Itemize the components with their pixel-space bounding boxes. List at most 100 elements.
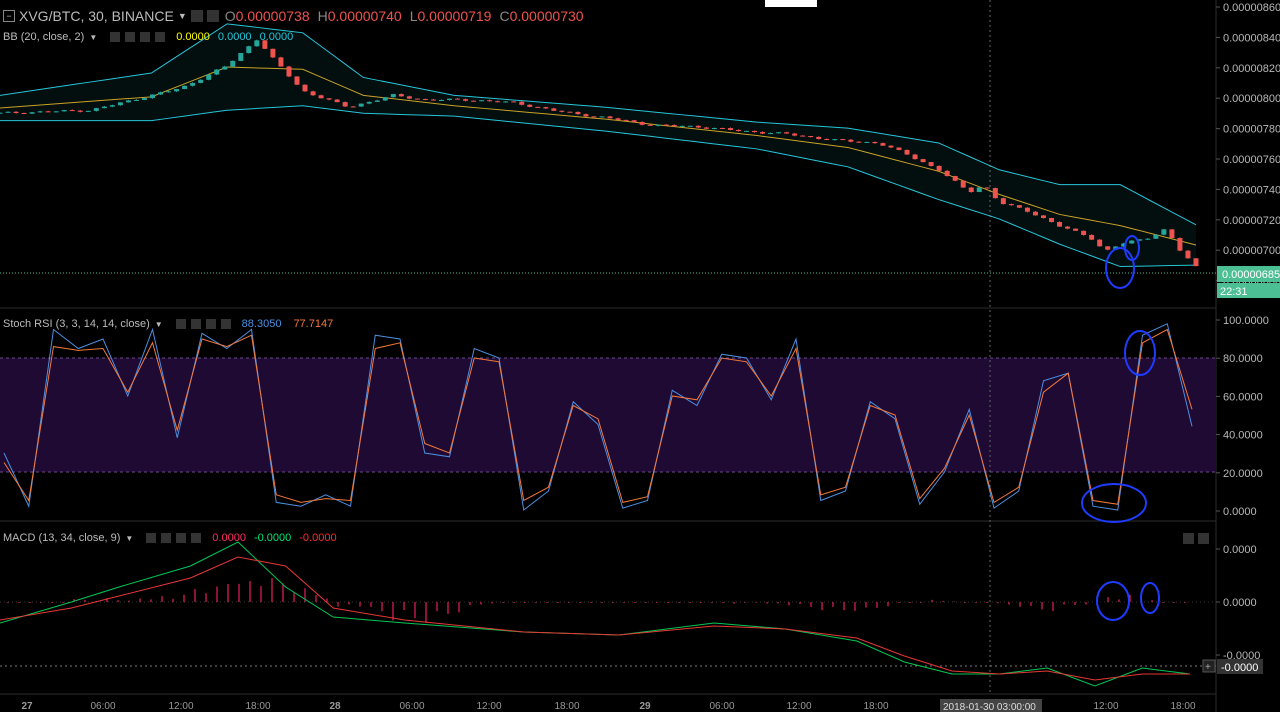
annotation-circle (1124, 330, 1156, 376)
add-icon[interactable] (140, 32, 151, 42)
candle-body (880, 143, 886, 146)
chevron-down-icon[interactable]: ▼ (154, 319, 163, 329)
stoch-tick-label: 60.0000 (1223, 391, 1263, 403)
settings-icon[interactable] (190, 10, 203, 22)
candle-body (912, 154, 918, 160)
candle-body (190, 82, 196, 86)
indicator-value: 88.3050 (241, 318, 282, 330)
candle-body (936, 165, 942, 171)
settings-icon[interactable] (146, 533, 157, 543)
macd-tick-label: 0.0000 (1223, 544, 1257, 556)
candle-body (928, 162, 934, 166)
top-toolbar-stub[interactable] (765, 0, 817, 7)
indicator-value: -0.0000 (253, 532, 292, 544)
close-icon[interactable] (191, 533, 202, 543)
plus-icon: + (1205, 662, 1211, 673)
candle-body (13, 111, 19, 114)
hide-icon[interactable] (190, 319, 201, 329)
candle-body (695, 125, 701, 128)
macd-label[interactable]: MACD (13, 34, close, 9) (3, 532, 121, 544)
settings-icon[interactable] (175, 319, 186, 329)
hide-icon[interactable] (161, 533, 172, 543)
candle-body (1129, 240, 1135, 244)
chevron-down-icon[interactable]: ▼ (125, 533, 134, 543)
time-tick-label: 06:00 (709, 701, 734, 712)
candle-body (719, 127, 725, 129)
stoch-legend: Stoch RSI (3, 3, 14, 14, close) ▼ 88.305… (3, 318, 333, 330)
candle-body (1193, 258, 1199, 267)
time-tick-label: 18:00 (554, 701, 579, 712)
candle-body (639, 121, 645, 125)
time-tick-label: 12:00 (476, 701, 501, 712)
candle-body (29, 112, 35, 114)
candle-body (711, 127, 717, 129)
candle-body (455, 98, 461, 100)
candle-body (735, 130, 741, 132)
candle-body (607, 116, 613, 119)
candle-body (374, 100, 380, 102)
close-icon[interactable] (155, 32, 166, 42)
hide-icon[interactable] (125, 32, 136, 42)
candle-body (294, 76, 300, 85)
candle-body (631, 120, 637, 122)
candle-body (808, 136, 814, 138)
macd-plus-button[interactable] (1202, 659, 1216, 673)
collapse-icon[interactable]: − (3, 10, 15, 22)
candle-body (1185, 250, 1191, 259)
close-icon[interactable] (220, 319, 231, 329)
candle-body (133, 99, 139, 101)
bb-upper-line (0, 23, 1197, 226)
candle-body (848, 139, 854, 142)
macd-current-tag (1217, 659, 1263, 674)
bb-label[interactable]: BB (20, close, 2) (3, 31, 85, 43)
candle-body (0, 112, 3, 114)
candle-body (278, 57, 284, 67)
time-tick-label: 06:00 (90, 701, 115, 712)
stoch-label[interactable]: Stoch RSI (3, 3, 14, 14, close) (3, 318, 150, 330)
candle-body (53, 111, 59, 113)
annotation-circle (1096, 581, 1130, 621)
candle-body (1008, 204, 1014, 206)
candle-body (543, 107, 549, 109)
ohlc-o: O0.00000738 (224, 8, 310, 24)
annotation-circle (1124, 235, 1140, 261)
add-icon[interactable] (176, 533, 187, 543)
candle-body (101, 106, 107, 109)
macd-legend: MACD (13, 34, close, 9) ▼ 0.0000 -0.0000-… (3, 532, 337, 544)
chevron-down-icon[interactable]: ▼ (89, 32, 98, 42)
chevron-down-icon[interactable]: ▼ (177, 11, 187, 21)
candle-body (1145, 238, 1151, 240)
candle-body (93, 108, 99, 111)
annotation-circle (1140, 582, 1160, 614)
candle-body (174, 89, 180, 92)
pane-up-button[interactable] (1183, 533, 1194, 544)
settings-icon[interactable] (110, 32, 121, 42)
candle-body (1097, 239, 1103, 247)
candle-body (1016, 205, 1022, 208)
candle-body (687, 125, 693, 127)
time-tick-label: 12:00 (786, 701, 811, 712)
macd-tick-label: 0.0000 (1223, 597, 1257, 609)
indicator-value: -0.0000 (299, 532, 337, 544)
candle-body (776, 132, 782, 134)
candle-body (623, 119, 629, 121)
candle-body (784, 132, 790, 134)
candle-body (430, 99, 436, 101)
bb-legend: BB (20, close, 2) ▼ 0.0000 0.0000 0.0000 (3, 31, 293, 43)
symbol-label[interactable]: XVG/BTC, 30, BINANCE (19, 8, 174, 24)
candle-body (1040, 215, 1046, 219)
candle-body (302, 84, 308, 92)
pane-close-button[interactable] (1198, 533, 1209, 544)
candle-body (85, 110, 91, 112)
candle-body (535, 106, 541, 108)
hide-icon[interactable] (206, 10, 219, 22)
bb-fill (0, 23, 1196, 267)
candle-body (1024, 207, 1030, 212)
candle-body (832, 139, 838, 141)
ohlc-l: L0.00000719 (409, 8, 492, 24)
price-tick-label: 0.00000820 (1223, 63, 1280, 75)
stoch-d-line (3, 328, 1193, 505)
candle-body (503, 101, 509, 103)
add-icon[interactable] (205, 319, 216, 329)
